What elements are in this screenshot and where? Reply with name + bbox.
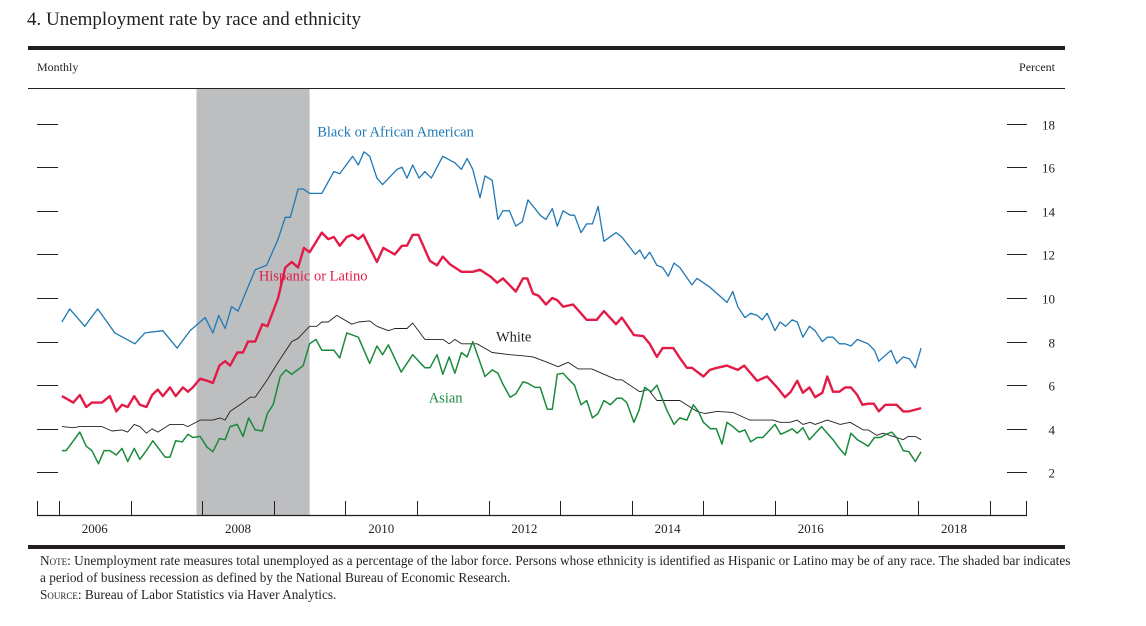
x-tick-label: 2018	[941, 521, 967, 536]
x-tick-label: 2010	[368, 521, 394, 536]
x-tick-label: 2016	[798, 521, 825, 536]
frequency-label: Monthly	[37, 60, 78, 74]
source-text: Bureau of Labor Statistics via Haver Ana…	[81, 587, 337, 602]
y-tick-label: 18	[1042, 118, 1055, 133]
note: Note: Unemployment rate measures total u…	[28, 552, 1073, 586]
y-tick-label: 10	[1042, 292, 1055, 307]
y-tick-label: 8	[1049, 336, 1056, 351]
y-tick-label: 12	[1042, 248, 1055, 263]
note-text: Unemployment rate measures total unemplo…	[40, 553, 1071, 585]
x-tick-label: 2014	[655, 521, 682, 536]
top-rule	[28, 46, 1065, 50]
series-label-white: White	[496, 330, 531, 346]
y-tick-label: 4	[1049, 423, 1056, 438]
note-label: Note:	[40, 553, 71, 568]
chart-title: 4. Unemployment rate by race and ethnici…	[27, 9, 361, 30]
series-label-hispanic-or-latino: Hispanic or Latino	[259, 269, 368, 285]
y-tick-label: 14	[1042, 205, 1056, 220]
y-axis-label: Percent	[1019, 60, 1056, 74]
series-label-black-or-african-american: Black or African American	[317, 125, 474, 141]
y-tick-label: 16	[1042, 161, 1056, 176]
series-line-asian	[61, 332, 922, 465]
bottom-rule	[28, 545, 1065, 549]
x-tick-label: 2006	[82, 521, 109, 536]
series-line-white	[61, 314, 922, 441]
x-tick-label: 2008	[225, 521, 251, 536]
series-line-black-or-african-american	[61, 151, 922, 369]
series-label-asian: Asian	[429, 391, 464, 407]
y-tick-label: 6	[1049, 379, 1056, 394]
source: Source: Bureau of Labor Statistics via H…	[28, 586, 1073, 603]
series-line-hispanic-or-latino	[61, 231, 922, 413]
y-tick-label: 2	[1049, 466, 1056, 481]
source-label: Source:	[40, 587, 82, 602]
recession-band	[196, 89, 310, 515]
chart-notes: Note: Unemployment rate measures total u…	[28, 552, 1073, 603]
x-tick-label: 2012	[511, 521, 537, 536]
